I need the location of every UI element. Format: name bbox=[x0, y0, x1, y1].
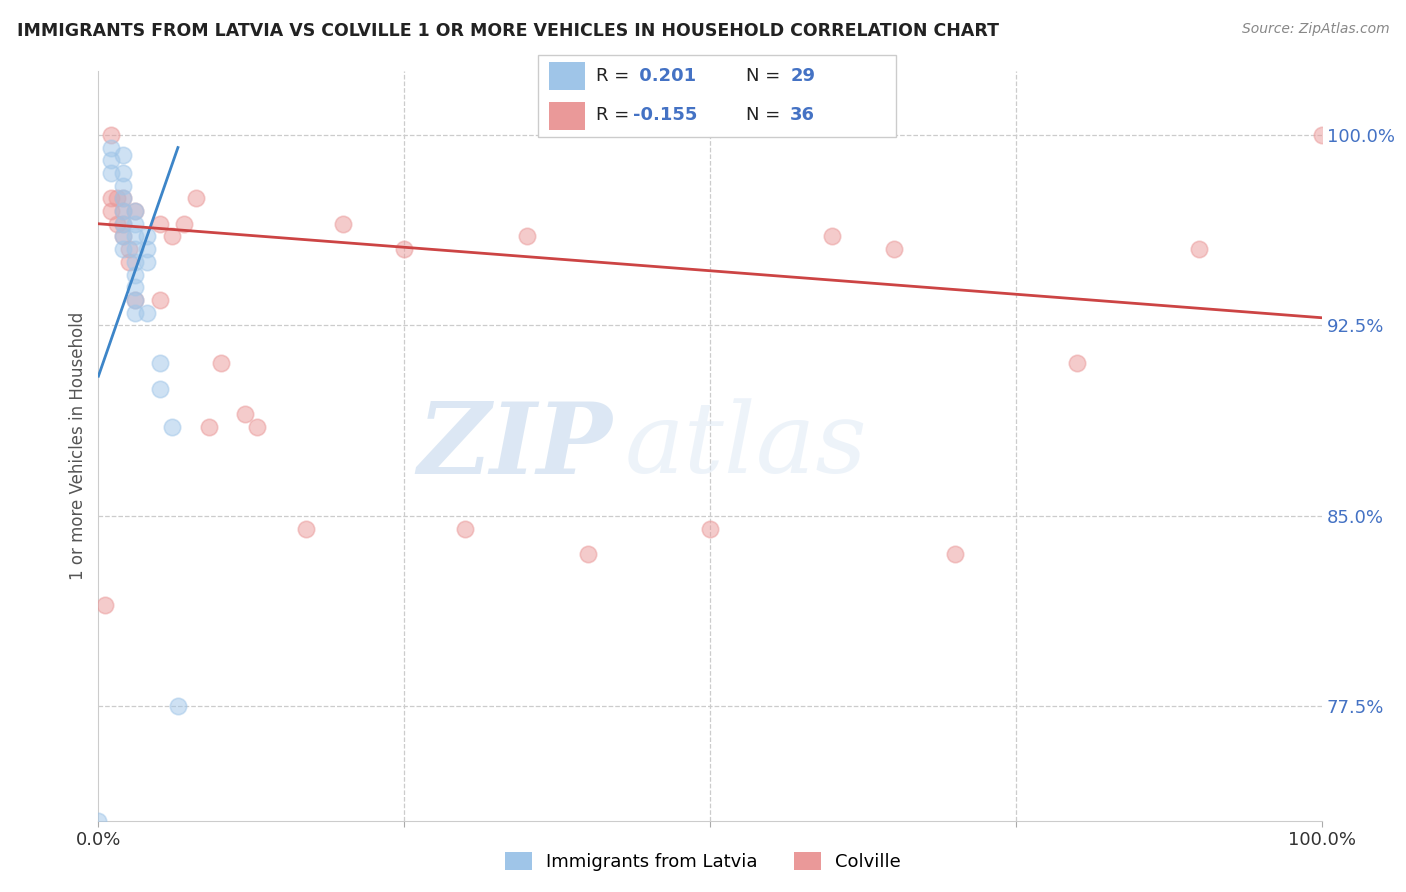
Point bbox=[576, 547, 599, 561]
Text: Source: ZipAtlas.com: Source: ZipAtlas.com bbox=[1241, 22, 1389, 37]
Point bbox=[209, 356, 232, 370]
Point bbox=[821, 229, 844, 244]
Text: 36: 36 bbox=[790, 106, 815, 124]
Point bbox=[699, 522, 721, 536]
Text: 29: 29 bbox=[790, 67, 815, 85]
Point bbox=[332, 217, 354, 231]
Point bbox=[149, 217, 172, 231]
Point bbox=[167, 699, 190, 714]
Bar bbox=[548, 62, 585, 90]
Point bbox=[124, 229, 146, 244]
Point bbox=[173, 217, 195, 231]
Point bbox=[124, 293, 146, 307]
Point bbox=[1188, 242, 1211, 256]
Point bbox=[111, 148, 134, 162]
Legend: Immigrants from Latvia, Colville: Immigrants from Latvia, Colville bbox=[498, 845, 908, 879]
Point bbox=[149, 293, 172, 307]
Point bbox=[943, 547, 966, 561]
Point bbox=[105, 191, 128, 205]
Bar bbox=[548, 102, 585, 130]
Point bbox=[136, 255, 159, 269]
Point bbox=[100, 153, 122, 168]
Point bbox=[124, 217, 146, 231]
Point bbox=[118, 242, 141, 256]
Point bbox=[111, 204, 134, 219]
Point bbox=[246, 420, 269, 434]
Y-axis label: 1 or more Vehicles in Household: 1 or more Vehicles in Household bbox=[69, 312, 87, 580]
Point bbox=[124, 204, 146, 219]
Point bbox=[136, 306, 159, 320]
Point bbox=[186, 191, 208, 205]
Text: N =: N = bbox=[747, 67, 786, 85]
Point bbox=[295, 522, 318, 536]
Point bbox=[111, 191, 134, 205]
Point bbox=[883, 242, 905, 256]
Point bbox=[124, 268, 146, 282]
Point bbox=[100, 128, 122, 142]
Point bbox=[1310, 128, 1333, 142]
Point bbox=[100, 191, 122, 205]
Text: R =: R = bbox=[596, 106, 636, 124]
Point bbox=[233, 407, 256, 421]
Point bbox=[111, 178, 134, 193]
Point bbox=[93, 598, 115, 612]
Point bbox=[149, 356, 172, 370]
Point bbox=[136, 229, 159, 244]
Point bbox=[100, 166, 122, 180]
Text: ZIP: ZIP bbox=[418, 398, 612, 494]
Point bbox=[160, 420, 183, 434]
Point bbox=[160, 229, 183, 244]
Point bbox=[111, 217, 134, 231]
Point bbox=[124, 306, 146, 320]
Point bbox=[124, 280, 146, 294]
Point bbox=[111, 204, 134, 219]
Point bbox=[392, 242, 416, 256]
Text: N =: N = bbox=[747, 106, 786, 124]
Point bbox=[124, 255, 146, 269]
Point bbox=[454, 522, 477, 536]
Text: R =: R = bbox=[596, 67, 636, 85]
Point bbox=[197, 420, 219, 434]
Point bbox=[111, 217, 134, 231]
Point bbox=[111, 191, 134, 205]
Point bbox=[111, 166, 134, 180]
FancyBboxPatch shape bbox=[538, 55, 896, 136]
Point bbox=[111, 229, 134, 244]
Text: IMMIGRANTS FROM LATVIA VS COLVILLE 1 OR MORE VEHICLES IN HOUSEHOLD CORRELATION C: IMMIGRANTS FROM LATVIA VS COLVILLE 1 OR … bbox=[17, 22, 998, 40]
Point bbox=[149, 382, 172, 396]
Point bbox=[515, 229, 537, 244]
Point bbox=[136, 242, 159, 256]
Point bbox=[100, 204, 122, 219]
Point bbox=[105, 217, 128, 231]
Text: -0.155: -0.155 bbox=[633, 106, 697, 124]
Point bbox=[87, 814, 110, 828]
Text: 0.201: 0.201 bbox=[633, 67, 696, 85]
Point bbox=[100, 140, 122, 154]
Text: atlas: atlas bbox=[624, 399, 868, 493]
Point bbox=[111, 242, 134, 256]
Point bbox=[124, 204, 146, 219]
Point bbox=[118, 255, 141, 269]
Point bbox=[124, 242, 146, 256]
Point bbox=[1066, 356, 1088, 370]
Point bbox=[124, 293, 146, 307]
Point bbox=[111, 229, 134, 244]
